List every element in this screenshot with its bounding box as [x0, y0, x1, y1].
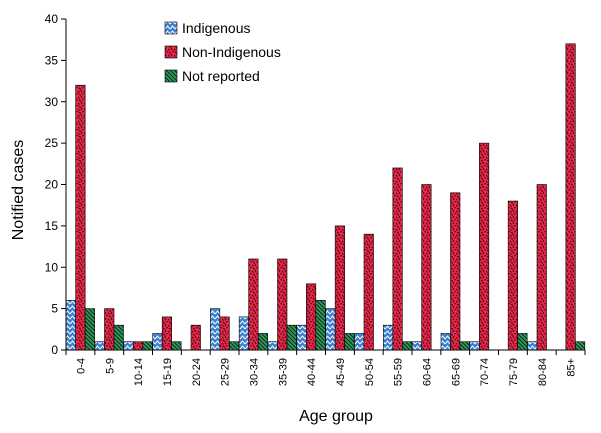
y-tick-label: 25 [45, 136, 59, 150]
bar-indigenous [210, 308, 221, 351]
x-tick-label: 5-9 [104, 358, 116, 374]
x-tick-label: 55-59 [393, 358, 405, 386]
bar-not-reported [286, 324, 297, 351]
bar-indigenous [440, 333, 451, 351]
legend-swatch [164, 45, 178, 59]
bar-not-reported [257, 333, 268, 351]
x-tick-label: 35-39 [277, 358, 289, 386]
bar-indigenous [152, 333, 163, 351]
bar-indigenous [383, 324, 394, 351]
y-tick-label: 40 [45, 12, 59, 26]
bar-non-indigenous [219, 316, 230, 351]
y-tick-label: 15 [45, 219, 59, 233]
x-tick-label: 0-4 [75, 358, 87, 374]
bar-non-indigenous [421, 184, 432, 351]
bar-not-reported [229, 341, 240, 351]
x-tick-label: 85+ [566, 358, 578, 377]
x-tick-label: 15-19 [162, 358, 174, 386]
bar-non-indigenous [306, 283, 317, 351]
bar-indigenous [238, 316, 249, 351]
bar-indigenous [527, 341, 538, 351]
bar-not-reported [575, 341, 586, 351]
y-tick-label: 20 [45, 178, 59, 192]
bar-non-indigenous [334, 225, 345, 351]
x-tick-label: 20-24 [191, 358, 203, 386]
bar-not-reported [84, 308, 95, 351]
x-tick-label: 50-54 [364, 358, 376, 386]
bar-non-indigenous [277, 258, 288, 351]
bar-non-indigenous [363, 233, 374, 351]
bar-indigenous [325, 308, 336, 351]
bar-non-indigenous [133, 341, 144, 351]
x-tick-label: 30-34 [248, 358, 260, 386]
bar-indigenous [411, 341, 422, 351]
bar-indigenous [296, 324, 307, 351]
x-tick-label: 10-14 [133, 358, 145, 386]
legend-label: Indigenous [182, 20, 251, 36]
bar-not-reported [517, 333, 528, 351]
bar-non-indigenous [507, 200, 518, 351]
legend-swatch [164, 69, 178, 83]
x-tick-label: 60-64 [421, 358, 433, 386]
bar-not-reported [171, 341, 182, 351]
bar-non-indigenous [536, 184, 547, 351]
bar-non-indigenous [248, 258, 259, 351]
bar-not-reported [459, 341, 470, 351]
x-tick-label: 80-84 [537, 358, 549, 386]
bar-non-indigenous [161, 316, 172, 351]
bar-non-indigenous [479, 142, 490, 351]
x-tick-label: 25-29 [220, 358, 232, 386]
bar-not-reported [113, 324, 124, 351]
x-tick-label: 40-44 [306, 358, 318, 386]
bar-not-reported [402, 341, 413, 351]
bars [65, 43, 586, 351]
bar-indigenous [94, 341, 105, 351]
x-axis-ticks: 0-4 5-9 10-14 15-19 20-24 25-29 30-34 35-39 40-4… [65, 350, 586, 386]
y-tick-label: 35 [45, 53, 59, 67]
bar-indigenous [354, 333, 365, 351]
y-tick-label: 0 [51, 343, 58, 357]
bar-non-indigenous [392, 167, 403, 351]
x-tick-label: 45-49 [335, 358, 347, 386]
bar-indigenous [267, 341, 278, 351]
bar-indigenous [469, 341, 480, 351]
legend-label: Non-Indigenous [182, 44, 281, 60]
y-tick-label: 30 [45, 95, 59, 109]
axes: 0 5 10 15 20 25 30 35 40 0-4 5-9 10-14 15-19 20-24 25… [45, 12, 586, 386]
x-tick-label: 75-79 [508, 358, 520, 386]
bar-non-indigenous [104, 308, 115, 351]
bar-indigenous [123, 341, 134, 351]
legend: Indigenous Non-Indigenous Not reported [164, 20, 281, 84]
y-axis-ticks: 0 5 10 15 20 25 30 35 40 [45, 12, 66, 357]
legend-swatch [164, 21, 178, 35]
y-tick-label: 10 [45, 260, 59, 274]
legend-label: Not reported [182, 68, 260, 84]
x-tick-label: 70-74 [479, 358, 491, 386]
bar-not-reported [142, 341, 153, 351]
y-axis-label: Notified cases [10, 140, 27, 241]
bar-indigenous [65, 300, 76, 351]
bar-non-indigenous [565, 43, 576, 351]
y-tick-label: 5 [51, 302, 58, 316]
bar-not-reported [315, 300, 326, 351]
x-axis-label: Age group [299, 408, 373, 425]
bar-non-indigenous [450, 192, 461, 351]
x-tick-label: 65-69 [450, 358, 462, 386]
bar-not-reported [344, 333, 355, 351]
bar-non-indigenous [75, 84, 86, 351]
bar-non-indigenous [190, 324, 201, 351]
